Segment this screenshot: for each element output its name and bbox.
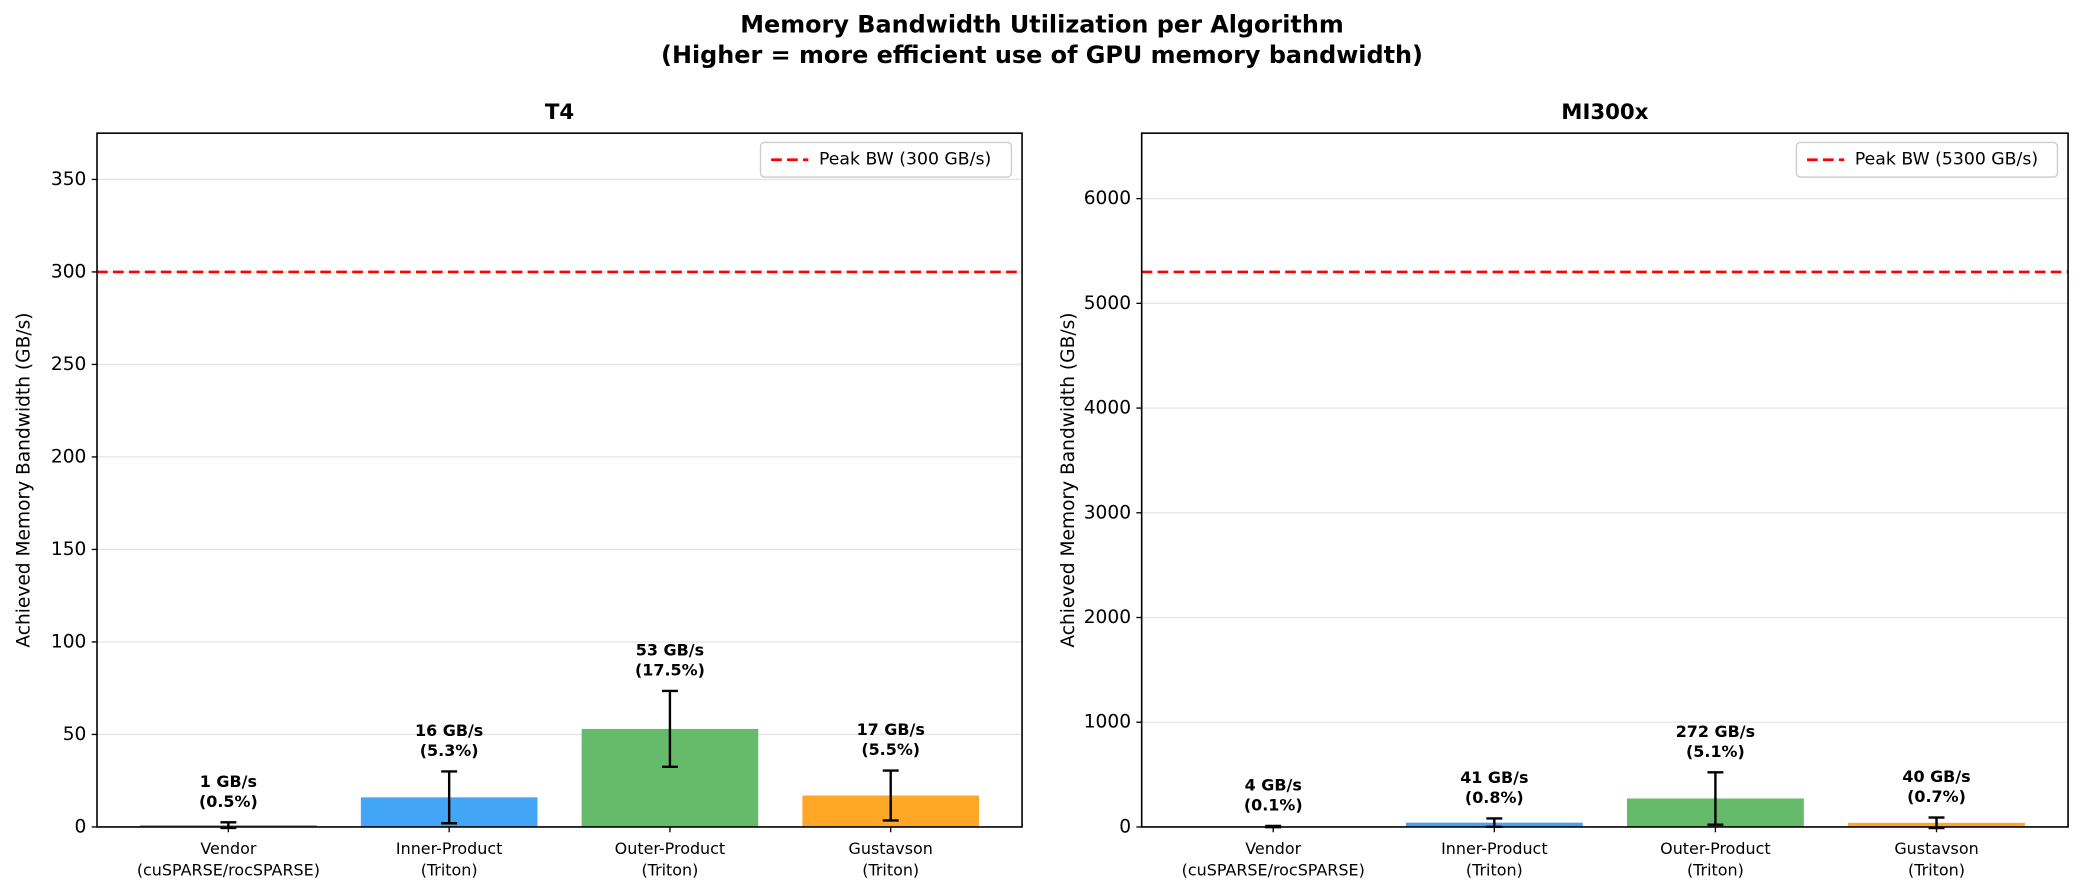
y-tick-label: 150 xyxy=(51,539,87,560)
percent-label: (5.5%) xyxy=(861,740,920,759)
y-tick-label: 300 xyxy=(51,261,87,282)
y-tick-label: 3000 xyxy=(1084,502,1131,523)
y-tick-label: 250 xyxy=(51,354,87,375)
axes-frame xyxy=(1140,132,2069,828)
percent-label: (5.1%) xyxy=(1686,742,1745,761)
value-label: 41 GB/s xyxy=(1460,768,1528,787)
x-tick-label: (Triton) xyxy=(1466,860,1523,879)
legend: Peak BW (300 GB/s) xyxy=(759,141,1013,178)
x-tick-label: (Triton) xyxy=(862,860,919,879)
axes-frame xyxy=(96,132,1023,828)
y-tick-label: 100 xyxy=(51,631,87,652)
percent-label: (0.1%) xyxy=(1244,795,1303,814)
legend-box xyxy=(1795,141,2059,178)
value-label: 53 GB/s xyxy=(636,641,704,660)
value-label: 1 GB/s xyxy=(200,772,257,791)
x-tick-label: (Triton) xyxy=(421,860,478,879)
value-label: 40 GB/s xyxy=(1902,767,1970,786)
y-tick-label: 6000 xyxy=(1084,188,1131,209)
error-bar xyxy=(441,770,458,825)
x-tick-label: (Triton) xyxy=(1687,860,1744,879)
legend-label: Peak BW (300 GB/s) xyxy=(819,150,991,170)
x-tick-label: Gustavson xyxy=(849,839,933,858)
x-tick-label: Vendor xyxy=(200,839,256,858)
percent-label: (0.7%) xyxy=(1907,787,1966,806)
percent-label: (17.5%) xyxy=(635,661,705,680)
x-tick-label: Inner-Product xyxy=(1441,839,1548,858)
figure-title: Memory Bandwidth Utilization per Algorit… xyxy=(740,11,1344,39)
x-tick-label: Outer-Product xyxy=(615,839,726,858)
y-tick-label: 5000 xyxy=(1084,293,1131,314)
error-bar xyxy=(882,769,899,822)
x-tick-label: Outer-Product xyxy=(1660,839,1771,858)
legend-box xyxy=(759,141,1013,178)
y-axis-label: Achieved Memory Bandwidth (GB/s) xyxy=(1058,312,1079,647)
x-tick-label: (cuSPARSE/rocSPARSE) xyxy=(137,860,320,879)
percent-label: (5.3%) xyxy=(420,741,479,760)
value-label: 4 GB/s xyxy=(1245,776,1302,795)
y-tick-label: 1000 xyxy=(1084,712,1131,733)
x-tick-label: Inner-Product xyxy=(396,839,503,858)
y-tick-label: 200 xyxy=(51,446,87,467)
error-bar xyxy=(1707,771,1724,826)
legend-label: Peak BW (5300 GB/s) xyxy=(1855,150,2038,170)
percent-label: (0.8%) xyxy=(1465,788,1524,807)
x-tick-label: Gustavson xyxy=(1894,839,1978,858)
y-axis-label: Achieved Memory Bandwidth (GB/s) xyxy=(13,312,34,647)
value-label: 16 GB/s xyxy=(415,721,483,740)
x-tick-label: (cuSPARSE/rocSPARSE) xyxy=(1182,860,1365,879)
x-tick-label: (Triton) xyxy=(641,860,698,879)
panel-title: T4 xyxy=(545,100,574,125)
y-tick-label: 4000 xyxy=(1084,398,1131,419)
y-tick-label: 350 xyxy=(51,169,87,190)
percent-label: (0.5%) xyxy=(199,792,258,811)
value-label: 17 GB/s xyxy=(857,720,925,739)
x-tick-label: (Triton) xyxy=(1908,860,1965,879)
figure-subtitle: (Higher = more efficient use of GPU memo… xyxy=(661,41,1423,69)
legend: Peak BW (5300 GB/s) xyxy=(1795,141,2059,178)
error-bar xyxy=(661,689,678,769)
y-tick-label: 0 xyxy=(1119,816,1131,837)
value-label: 272 GB/s xyxy=(1676,722,1755,741)
y-tick-label: 50 xyxy=(63,724,87,745)
panel-title: MI300x xyxy=(1561,100,1648,125)
x-tick-label: Vendor xyxy=(1245,839,1301,858)
y-tick-label: 2000 xyxy=(1084,607,1131,628)
y-tick-label: 0 xyxy=(75,816,87,837)
